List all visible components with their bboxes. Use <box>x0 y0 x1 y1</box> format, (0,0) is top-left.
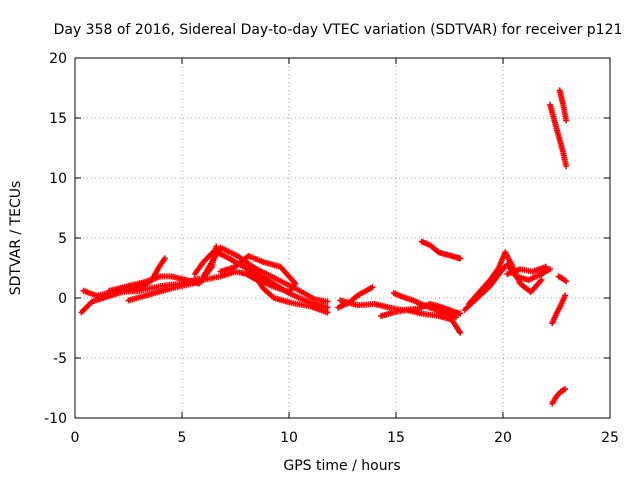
series-arc-6 <box>200 244 331 305</box>
series-arc-15 <box>465 249 545 307</box>
y-tick-label: 0 <box>58 291 67 307</box>
x-tick-label: 25 <box>601 430 619 446</box>
data-point <box>213 243 220 250</box>
data-point <box>563 117 570 124</box>
data-point <box>457 255 464 262</box>
y-tick-label: 10 <box>49 171 67 187</box>
data-point <box>563 163 570 169</box>
data-point <box>542 263 549 270</box>
x-tick-label: 5 <box>178 430 187 446</box>
series-arc-13 <box>418 238 464 262</box>
x-axis-label: GPS time / hours <box>283 458 400 474</box>
data-points <box>78 87 570 407</box>
series-arc-21 <box>549 386 569 407</box>
series-arc-7 <box>217 253 299 295</box>
y-tick-label: 20 <box>49 51 67 67</box>
x-tick-label: 10 <box>280 430 298 446</box>
data-point <box>457 329 464 336</box>
data-point <box>324 298 331 305</box>
x-tick-label: 15 <box>387 430 405 446</box>
data-point <box>562 386 569 393</box>
data-point <box>457 310 464 317</box>
series-arc-17 <box>547 101 570 169</box>
y-axis-label: SDTVAR / TECUs <box>8 181 24 296</box>
data-point <box>324 309 331 316</box>
x-tick-label: 0 <box>71 430 80 446</box>
y-tick-label: 15 <box>49 111 67 127</box>
series-arc-11 <box>378 307 464 336</box>
data-point <box>369 284 376 291</box>
data-point <box>538 277 545 283</box>
chart-title: Day 358 of 2016, Sidereal Day-to-day VTE… <box>54 22 623 38</box>
series-arc-19 <box>549 292 569 327</box>
grid <box>75 58 610 418</box>
x-tick-label: 20 <box>494 430 512 446</box>
series-arc-16 <box>504 263 549 277</box>
x-tick-labels: 0 5 10 15 20 25 <box>71 430 619 446</box>
data-point <box>563 278 570 285</box>
data-point <box>452 314 459 321</box>
y-tick-label: -5 <box>53 351 67 367</box>
series-arc-18 <box>556 87 570 124</box>
y-tick-labels: -10 -5 0 5 10 15 20 <box>44 51 67 427</box>
data-point <box>547 266 554 273</box>
data-point <box>562 292 569 299</box>
y-tick-label: -10 <box>44 411 67 427</box>
series-arc-20 <box>555 273 570 285</box>
data-point <box>161 255 168 262</box>
series-arc-4 <box>125 268 260 304</box>
series-arc-8 <box>238 269 331 316</box>
series-arc-12 <box>390 290 459 321</box>
axis-ticks <box>74 57 611 419</box>
y-tick-label: 5 <box>58 231 67 247</box>
